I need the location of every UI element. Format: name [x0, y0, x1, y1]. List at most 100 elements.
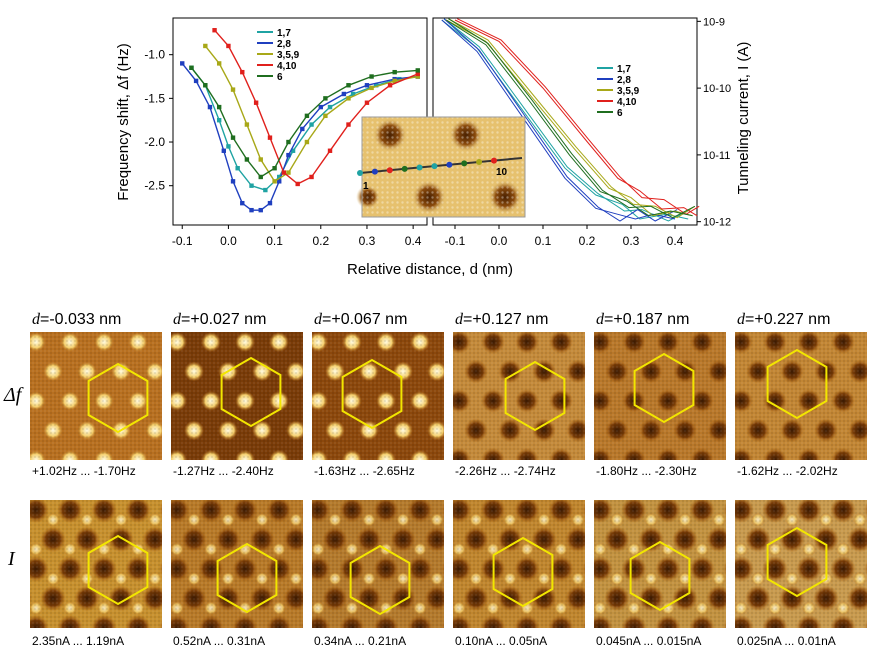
distance-value: =+0.227 nm	[745, 311, 831, 328]
df-range-caption-2: -1.63Hz ... -2.65Hz	[314, 464, 415, 478]
df-point	[341, 91, 347, 97]
hexagon-overlay	[349, 544, 411, 616]
current-legend-label: 3,5,9	[617, 86, 640, 97]
top-figure: -0.1 0.0 0.1 0.2 0.3 0.4 -0.1 0.0 0.1 0.2 0.3 0.4 …	[115, 16, 752, 278]
df-point	[369, 85, 374, 91]
df-point	[327, 148, 333, 153]
df-y-tick-label: -2.0	[144, 135, 165, 149]
current-range-caption-3: 0.10nA ... 0.05nA	[455, 634, 548, 648]
hexagon-overlay	[87, 534, 149, 606]
df-point	[304, 139, 310, 145]
current-x-tick-label: 0.0	[491, 234, 508, 248]
distance-symbol: d	[737, 311, 745, 328]
current-x-tick-label: 0.2	[579, 234, 596, 248]
current-y-tick-label: 10-11	[703, 150, 730, 162]
hexagon-overlay	[492, 536, 554, 608]
df-image-tile-4	[594, 332, 726, 460]
current-legend-label: 1,7	[617, 64, 631, 75]
df-point	[346, 96, 351, 101]
df-point	[369, 74, 374, 79]
df-point	[258, 207, 263, 213]
df-point	[346, 83, 351, 88]
current-range-caption-1: 0.52nA ... 0.31nA	[173, 634, 266, 648]
df-y-tick-label: -1.5	[144, 91, 165, 105]
df-range-caption-3: -2.26Hz ... -2.74Hz	[455, 464, 556, 478]
x-axis-title: Relative distance, d (nm)	[347, 261, 513, 278]
df-point	[392, 78, 397, 84]
df-point	[212, 28, 217, 33]
current-range-caption-2: 0.34nA ... 0.21nA	[314, 634, 407, 648]
current-x-tick-label: 0.1	[535, 234, 552, 248]
current-legend-label: 6	[617, 108, 623, 119]
df-image-tile-3	[453, 332, 585, 460]
inset-point	[371, 168, 378, 175]
df-point	[323, 113, 328, 119]
distance-value: =+0.127 nm	[463, 311, 549, 328]
df-point	[290, 148, 296, 153]
df-point	[364, 100, 370, 105]
df-point	[364, 83, 370, 88]
hexagon-overlay	[341, 358, 403, 430]
df-x-tick-label: 0.0	[220, 234, 237, 248]
df-point	[244, 157, 250, 162]
hexagon-overlay	[633, 352, 695, 424]
df-point	[267, 200, 273, 206]
hexagon-overlay	[766, 526, 828, 598]
df-point	[272, 166, 277, 171]
distance-label-3: d=+0.127 nm	[455, 311, 548, 329]
df-point	[277, 174, 282, 180]
df-legend-label: 4,10	[277, 61, 297, 72]
current-x-tick-label: -0.1	[445, 234, 466, 248]
df-y-tick-label: -2.5	[144, 179, 165, 193]
distance-label-4: d=+0.187 nm	[596, 311, 689, 329]
current-image-tile-5	[735, 500, 867, 628]
row-label-df: Δf	[4, 384, 22, 406]
df-point	[230, 135, 236, 140]
current-image-tile-0	[30, 500, 162, 628]
current-x-tick-label: 0.3	[623, 234, 640, 248]
df-point	[295, 181, 300, 187]
current-image-tile-4	[594, 500, 726, 628]
current-y-tick-label: 10-12	[703, 217, 731, 229]
df-point	[193, 78, 199, 84]
distance-symbol: d	[596, 311, 604, 328]
hexagon-overlay	[504, 360, 566, 432]
current-series-line-2	[448, 18, 696, 219]
distance-value: =+0.027 nm	[181, 311, 267, 328]
df-point	[309, 122, 314, 127]
df-series-group	[180, 28, 420, 213]
distance-value: =+0.187 nm	[604, 311, 690, 328]
inset-point	[431, 163, 438, 170]
current-y-ticks: 10-9 10-10 10-11 10-12	[697, 16, 731, 229]
df-point	[286, 152, 291, 158]
df-point	[235, 166, 240, 171]
df-point	[327, 104, 333, 110]
distance-label-2: d=+0.067 nm	[314, 311, 407, 329]
df-point	[309, 174, 314, 180]
current-series-line-1	[443, 18, 678, 222]
current-image-tile-1	[171, 500, 303, 628]
df-point	[318, 104, 323, 110]
df-image-tile-2	[312, 332, 444, 460]
df-point	[216, 117, 222, 123]
df-point	[189, 65, 194, 70]
current-legend-label: 2,8	[617, 75, 631, 86]
distance-symbol: d	[314, 311, 322, 328]
df-point	[253, 100, 259, 105]
hexagon-overlay	[766, 348, 828, 420]
df-x-tick-label: 0.2	[312, 234, 329, 248]
current-series-group	[441, 18, 700, 222]
current-image-tile-2	[312, 500, 444, 628]
df-legend-label: 1,7	[277, 28, 291, 39]
df-y-axis-title: Frequency shift, Δf (Hz)	[115, 43, 132, 201]
df-point	[216, 61, 222, 66]
inset-point	[476, 158, 483, 165]
current-range-caption-4: 0.045nA ... 0.015nA	[596, 634, 702, 648]
hexagon-overlay	[216, 542, 278, 614]
df-x-tick-label: 0.3	[359, 234, 376, 248]
df-point	[374, 83, 379, 88]
df-point	[249, 207, 254, 213]
hexagon-overlay	[87, 362, 149, 434]
df-point	[286, 170, 291, 175]
current-image-tile-3	[453, 500, 585, 628]
